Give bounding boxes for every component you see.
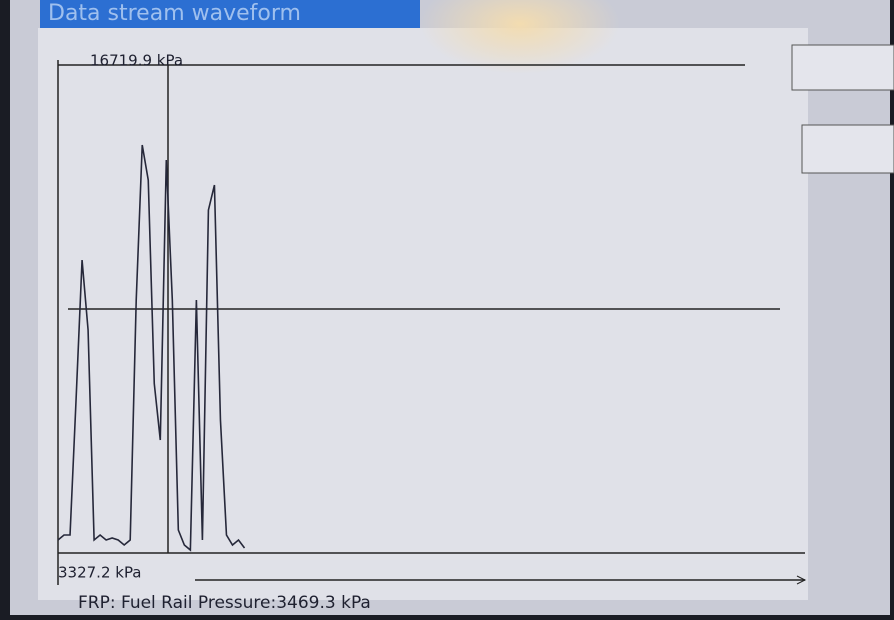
glare xyxy=(300,0,700,200)
page: {"chart_data": {"type": "line", "title":… xyxy=(0,0,894,620)
y-tick-label: 16719.9 kPa xyxy=(90,52,183,70)
screen: Data stream waveform FRP: Fuel Rail Pres… xyxy=(0,0,894,620)
y-tick-label: 3327.2 kPa xyxy=(58,564,142,582)
button[interactable] xyxy=(802,125,894,173)
status-caption: FRP: Fuel Rail Pressure:3469.3 kPa xyxy=(78,593,371,613)
window-title: Data stream waveform xyxy=(48,1,301,26)
button[interactable] xyxy=(792,45,894,90)
